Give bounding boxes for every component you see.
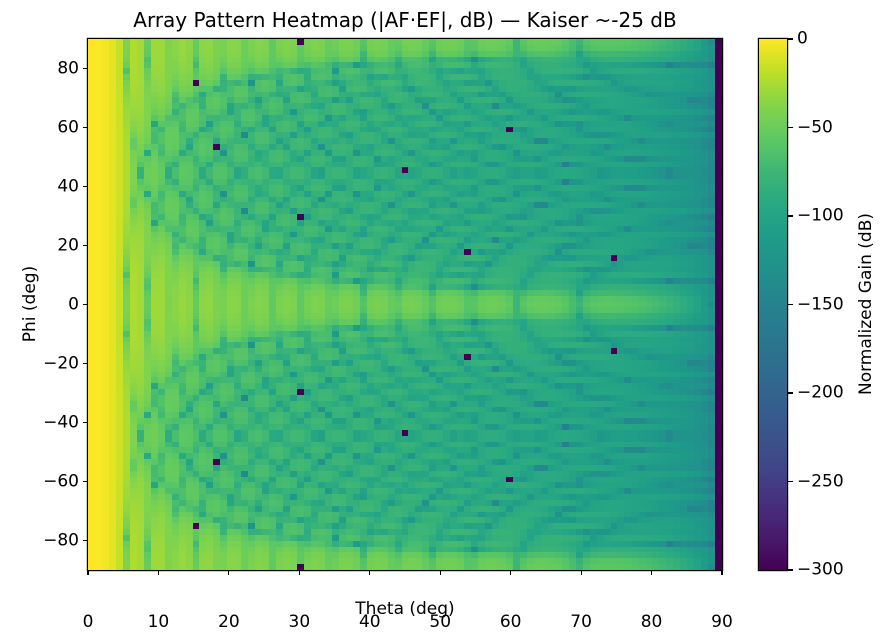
colorbar-tick [788,215,793,217]
x-tick [228,570,230,575]
colorbar-tick [788,480,793,483]
colorbar-tick-label: −300 [797,559,844,580]
y-tick [82,185,87,188]
y-tick-label: −20 [43,353,79,373]
colorbar-tick-label: −50 [797,117,833,137]
x-tick [369,570,371,575]
x-tick-label: 0 [82,612,94,632]
x-tick [721,570,723,575]
x-tick-label: 60 [499,612,522,632]
y-tick-label: 40 [57,176,79,196]
colorbar-tick [788,126,793,129]
x-tick-label: 80 [640,612,663,632]
x-tick-label: 30 [288,612,311,632]
colorbar-label: Normalized Gain (dB) [856,212,876,396]
y-axis-label: Phi (deg) [20,265,40,343]
y-tick [82,126,87,129]
y-tick-label: −60 [43,471,79,491]
x-tick [87,570,89,575]
colorbar-tick [788,392,793,394]
y-tick-label: 0 [68,294,79,314]
y-tick [82,244,87,247]
y-tick [82,303,87,306]
x-tick [157,570,160,575]
chart-title: Array Pattern Heatmap (|AF·EF|, dB) — Ka… [133,8,677,32]
y-tick-label: 80 [57,58,79,78]
x-tick [439,570,441,575]
colorbar-tick [788,569,793,571]
colorbar-tick-label: −150 [797,294,844,314]
y-tick [82,539,87,542]
colorbar-tick-label: 0 [797,28,808,49]
x-tick [510,570,512,575]
x-tick [580,570,582,575]
heatmap-canvas [88,39,722,570]
x-tick-label: 10 [147,612,170,632]
colorbar-tick [788,303,793,306]
y-tick [82,480,87,483]
colorbar: 0 −50 −100 −150 −200 −250 −300 [759,30,844,578]
colorbar-tick-label: −100 [797,205,844,226]
y-tick-label: −40 [43,412,79,432]
plot-area: 0 10 20 30 40 50 60 70 80 90 80 60 40 20 0 −20 −40 −60 −8… [43,39,733,631]
y-tick-label: −80 [43,530,79,550]
y-tick [82,67,87,70]
colorbar-tick-label: −200 [797,382,844,403]
colorbar-tick-label: −250 [797,471,844,491]
y-tick [82,421,87,424]
colorbar-tick [788,38,793,40]
x-tick-label: 50 [429,612,452,632]
x-tick-label: 20 [218,612,240,632]
x-tick-label: 90 [711,612,733,632]
x-tick-label: 40 [358,612,381,632]
x-tick [650,570,653,575]
y-tick [82,362,87,365]
y-tick-label: 20 [57,235,79,255]
x-tick-label: 70 [570,612,592,632]
y-tick-label: 60 [57,117,79,137]
x-axis-label: Theta (deg) [355,599,455,619]
x-tick [298,570,300,575]
